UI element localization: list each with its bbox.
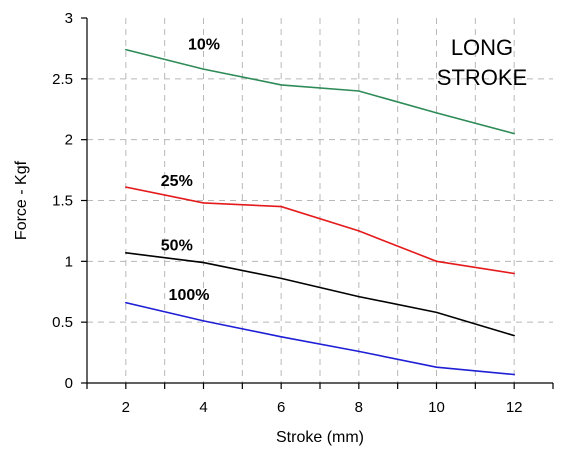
x-axis-title: Stroke (mm) bbox=[276, 429, 364, 446]
series-label: 100% bbox=[169, 287, 210, 304]
y-tick-label: 0.5 bbox=[52, 314, 73, 331]
data-point bbox=[358, 350, 360, 353]
chart-annotation-line: LONG bbox=[451, 35, 513, 60]
data-point bbox=[513, 373, 515, 376]
y-tick-label: 2.5 bbox=[52, 71, 73, 88]
axes: 0 0.5 1 1.5 2 2.5 3 2 4 6 8 10 12 bbox=[52, 10, 554, 416]
grid bbox=[87, 18, 553, 383]
data-point bbox=[202, 261, 205, 264]
series-label: 25% bbox=[161, 173, 193, 190]
data-point bbox=[358, 90, 360, 92]
data-point bbox=[125, 48, 127, 51]
series-line-50-percent bbox=[125, 252, 515, 337]
data-point bbox=[125, 186, 127, 188]
series-lines bbox=[125, 48, 515, 376]
y-tick-label: 3 bbox=[65, 10, 73, 27]
data-point bbox=[125, 252, 127, 254]
y-axis-title: Force - Kgf bbox=[13, 160, 30, 240]
x-tick-label: 8 bbox=[355, 399, 363, 416]
y-tick-label: 2 bbox=[65, 132, 73, 149]
series-line-25-percent bbox=[125, 186, 515, 275]
data-point bbox=[435, 366, 438, 368]
y-tick-label: 0 bbox=[65, 375, 73, 392]
data-point bbox=[280, 335, 282, 338]
y-tick-label: 1.5 bbox=[52, 193, 73, 210]
data-point bbox=[280, 277, 282, 280]
series-label: 10% bbox=[188, 37, 220, 54]
data-point bbox=[435, 311, 438, 314]
x-tick-label: 10 bbox=[428, 399, 445, 416]
data-point bbox=[280, 205, 282, 208]
data-point bbox=[280, 84, 282, 86]
data-point bbox=[358, 230, 360, 232]
labels: Stroke (mm) Force - Kgf 10% 25% 50% 100% LONG S… bbox=[13, 35, 527, 446]
series-line-100-percent bbox=[125, 301, 515, 376]
data-point bbox=[513, 334, 515, 337]
x-tick-label: 6 bbox=[277, 399, 285, 416]
data-point bbox=[358, 295, 360, 298]
chart-annotation-line: STROKE bbox=[437, 65, 527, 90]
y-tick-label: 1 bbox=[65, 253, 73, 270]
data-point bbox=[435, 112, 438, 114]
x-tick-label: 12 bbox=[506, 399, 523, 416]
data-point bbox=[513, 132, 515, 135]
x-tick-label: 2 bbox=[122, 399, 130, 416]
data-point bbox=[202, 68, 205, 70]
data-point bbox=[125, 301, 127, 304]
data-point bbox=[202, 202, 205, 204]
data-point bbox=[435, 260, 438, 263]
series-line-10-percent bbox=[125, 48, 515, 135]
series-label: 50% bbox=[161, 237, 193, 254]
data-point bbox=[202, 320, 205, 322]
data-point bbox=[513, 272, 515, 275]
x-tick-label: 4 bbox=[199, 399, 207, 416]
